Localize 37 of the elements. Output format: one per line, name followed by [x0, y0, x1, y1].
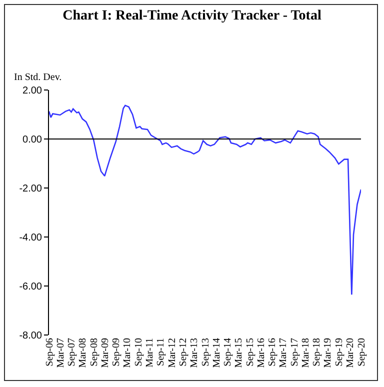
x-tick-label: Sep-20 [356, 338, 368, 366]
x-tick-label: Sep-10 [133, 338, 144, 366]
x-tick-label: Mar-09 [100, 338, 111, 368]
x-tick-label: Sep-19 [334, 338, 345, 366]
x-tick-label: Mar-08 [78, 338, 89, 368]
x-tick-label: Mar-15 [234, 338, 245, 368]
x-tick-label: Mar-12 [166, 338, 178, 368]
x-tick-label: Sep-17 [289, 338, 300, 366]
x-tick-label: Mar-18 [300, 338, 312, 368]
x-tick-label: Sep-16 [267, 338, 278, 366]
chart-title: Chart I: Real-Time Activity Tracker - Total [62, 8, 322, 24]
x-tick-label: Sep-18 [312, 338, 323, 366]
x-tick-label: Sep-12 [178, 338, 189, 366]
x-tick-label: Mar-19 [322, 338, 334, 368]
y-tick-label: -2.00 [19, 184, 42, 194]
x-tick-label: Mar-11 [144, 338, 156, 368]
y-tick-label: -6.00 [19, 282, 42, 292]
x-tick-label: Sep-07 [66, 338, 78, 366]
x-tick-label: Mar-07 [55, 338, 66, 368]
x-tick-label: Mar-14 [211, 338, 222, 368]
x-tick-label: Mar-10 [122, 338, 134, 368]
x-tick-label: Mar-13 [189, 338, 200, 368]
x-tick-label: Sep-14 [222, 338, 234, 366]
x-tick-label: Sep-13 [200, 338, 212, 366]
x-tick-label: Sep-08 [88, 338, 100, 366]
x-tick-label: Sep-06 [44, 338, 56, 366]
y-tick-label: -8.00 [19, 330, 42, 342]
x-tick-label: Mar-17 [278, 338, 290, 368]
y-tick-label: 2.00 [22, 86, 42, 96]
x-tick-label: Sep-09 [111, 338, 122, 366]
y-tick-label: -4.00 [19, 232, 42, 244]
x-tick-label: Sep-11 [156, 338, 167, 366]
x-tick-label: Mar-20 [345, 338, 356, 368]
x-tick-label: Sep-15 [244, 338, 256, 366]
y-axis-title: In Std. Dev. [14, 72, 62, 83]
y-tick-label: 0.00 [22, 134, 42, 146]
x-tick-label: Mar-16 [256, 338, 267, 368]
